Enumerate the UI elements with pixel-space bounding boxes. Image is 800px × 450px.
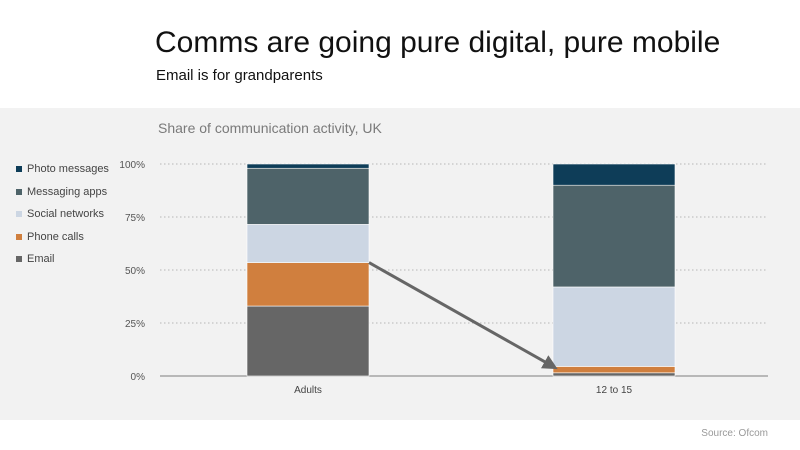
- chart-legend: Photo messages Messaging apps Social netwo…: [16, 158, 109, 271]
- bar-segment: [552, 184, 676, 288]
- legend-swatch: [16, 211, 22, 218]
- bar-segment: [246, 262, 370, 307]
- y-tick-label: 0%: [131, 372, 146, 383]
- legend-item: Messaging apps: [16, 181, 109, 204]
- stacked-bar-chart: 0% 25% 50% 75% 100% Adults 12 to 15: [119, 160, 768, 396]
- chart-panel: Share of communication activity, UK Phot…: [0, 108, 800, 420]
- y-tick-label: 50%: [125, 266, 145, 277]
- legend-swatch: [16, 256, 22, 263]
- bar-segment: [552, 372, 676, 377]
- legend-label: Phone calls: [27, 230, 84, 243]
- bar-segment: [246, 163, 370, 169]
- y-tick-label: 75%: [125, 213, 145, 224]
- legend-label: Photo messages: [27, 163, 109, 176]
- y-tick-label: 25%: [125, 319, 145, 330]
- legend-swatch: [16, 166, 22, 173]
- legend-swatch: [16, 188, 22, 195]
- chart-title: Share of communication activity, UK: [158, 120, 382, 136]
- legend-item: Social networks: [16, 203, 109, 226]
- legend-item: Phone calls: [16, 226, 109, 249]
- source-note: Source: Ofcom: [701, 428, 768, 439]
- legend-item: Email: [16, 248, 109, 271]
- y-tick-label: 100%: [119, 160, 145, 171]
- legend-swatch: [16, 233, 22, 240]
- annotation-arrow: [368, 261, 558, 370]
- x-tick-label: Adults: [294, 385, 322, 396]
- legend-label: Messaging apps: [27, 185, 108, 198]
- legend-label: Social networks: [27, 208, 105, 221]
- bar-segment: [552, 286, 676, 367]
- x-tick-label: 12 to 15: [596, 385, 633, 396]
- slide-title: Comms are going pure digital, pure mobil…: [155, 26, 721, 59]
- bar-segment: [246, 224, 370, 263]
- bar-segment: [246, 167, 370, 225]
- bar-segment: [552, 163, 676, 186]
- bar-segment: [246, 305, 370, 377]
- legend-label: Email: [27, 253, 55, 266]
- slide-subtitle: Email is for grandparents: [156, 67, 323, 84]
- legend-item: Photo messages: [16, 158, 109, 181]
- bar-segment: [552, 366, 676, 374]
